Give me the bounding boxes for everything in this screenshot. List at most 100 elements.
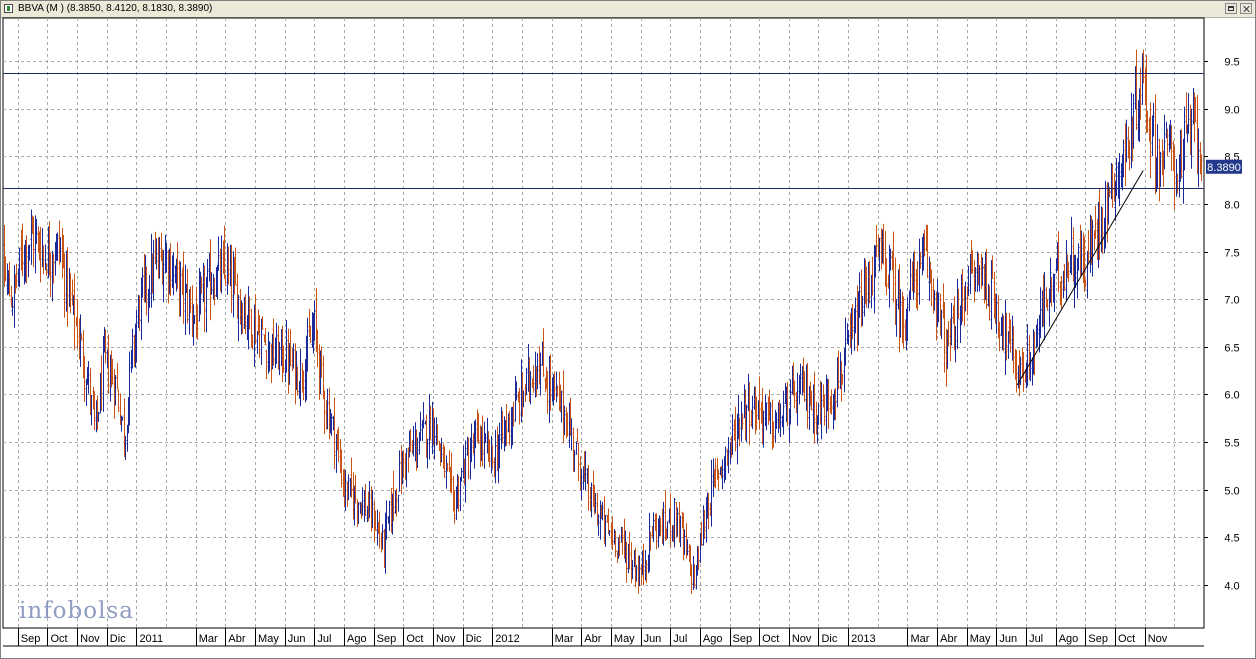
x-tick-label: Ago: [1059, 633, 1079, 645]
ohlc-bar: [1190, 108, 1193, 169]
ohlc-bar: [765, 402, 768, 431]
ohlc-bar: [21, 223, 24, 277]
ohlc-bar: [906, 297, 909, 342]
ohlc-bar: [1128, 140, 1131, 171]
ohlc-bar: [385, 500, 388, 540]
ohlc-bar: [964, 281, 967, 312]
ohlc-bar: [608, 530, 611, 537]
ohlc-bar: [56, 232, 59, 262]
ohlc-bar: [1173, 145, 1176, 210]
ohlc-bar: [309, 325, 312, 343]
ohlc-bar: [916, 260, 919, 311]
ohlc-bar: [265, 349, 268, 380]
ohlc-bar: [686, 539, 689, 556]
ohlc-bar: [991, 255, 994, 279]
ohlc-bar: [241, 302, 244, 334]
ohlc-bar: [707, 493, 710, 530]
ohlc-bar: [1057, 231, 1060, 293]
ohlc-bar: [172, 252, 175, 296]
x-tick-label: Dic: [110, 633, 126, 645]
x-tick-label: Mar: [199, 633, 218, 645]
ohlc-bar: [570, 418, 573, 451]
ohlc-bar: [515, 381, 518, 401]
ohlc-bar: [933, 290, 936, 311]
ohlc-bar: [131, 328, 134, 369]
ohlc-bar: [1036, 318, 1039, 347]
ohlc-bar: [450, 452, 453, 494]
x-tick-label: Sep: [733, 633, 753, 645]
ohlc-bar: [799, 363, 802, 395]
ohlc-bar: [871, 256, 874, 296]
ohlc-bar: [679, 515, 682, 548]
x-tick-label: Jul: [1029, 633, 1043, 645]
x-tick-label: May: [614, 633, 635, 645]
ohlc-bar: [429, 405, 432, 441]
x-tick-label: May: [258, 633, 279, 645]
ohlc-bar: [885, 258, 888, 296]
ohlc-bar: [529, 371, 532, 405]
ohlc-bar: [176, 242, 179, 289]
ohlc-bar: [460, 468, 463, 482]
ohlc-bar: [1012, 325, 1015, 374]
ohlc-bar: [772, 421, 775, 448]
restore-icon[interactable]: [1225, 3, 1237, 14]
ohlc-bar: [841, 373, 844, 385]
title-bar[interactable]: BBVA (M ) (8.3850, 8.4120, 8.1830, 8.389…: [1, 1, 1255, 18]
chart-window-icon: [4, 4, 13, 13]
ohlc-bar: [621, 527, 624, 555]
ohlc-bar: [697, 546, 700, 571]
ohlc-bar: [35, 218, 38, 244]
ohlc-bar: [553, 371, 556, 401]
ohlc-bar: [73, 273, 76, 351]
ohlc-bar: [200, 276, 203, 294]
ohlc-bar: [1039, 287, 1042, 339]
ohlc-bar: [254, 294, 257, 345]
ohlc-bar: [182, 251, 185, 324]
ohlc-bar: [323, 390, 326, 434]
x-tick-label: Jul: [673, 633, 687, 645]
ohlc-bar: [727, 437, 730, 474]
ohlc-bar: [1180, 129, 1183, 179]
ohlc-bar: [217, 236, 220, 271]
y-tick-label: 6.5: [1224, 343, 1239, 355]
ohlc-bar: [392, 470, 395, 522]
ohlc-bar: [1197, 128, 1200, 188]
ohlc-bar: [748, 382, 751, 446]
ohlc-bar: [409, 429, 412, 453]
ohlc-bar: [1107, 182, 1110, 225]
ohlc-bar: [1139, 67, 1142, 120]
ohlc-bar: [234, 247, 237, 286]
ohlc-bar: [306, 317, 309, 372]
ohlc-bar: [419, 411, 422, 441]
close-icon[interactable]: [1240, 3, 1252, 14]
ohlc-bar: [203, 265, 206, 333]
ohlc-bar: [758, 376, 761, 430]
ohlc-bar: [292, 343, 295, 369]
reference-lines: [3, 73, 1204, 386]
ohlc-bar: [457, 475, 460, 512]
ohlc-bar: [844, 317, 847, 366]
ohlc-bar: [224, 274, 227, 286]
ohlc-bar: [549, 354, 552, 411]
ohlc-bar: [775, 412, 778, 429]
x-tick-label: Abr: [940, 633, 957, 645]
ohlc-bar: [640, 564, 643, 585]
ohlc-bar: [18, 247, 21, 288]
x-tick-label: Nov: [792, 633, 812, 645]
ohlc-bar: [278, 341, 281, 376]
ohlc-bar: [943, 302, 946, 373]
ohlc-bar: [1074, 254, 1077, 289]
ohlc-bar: [1156, 124, 1159, 189]
ohlc-bar: [354, 474, 357, 504]
y-tick-label: 4.5: [1224, 533, 1239, 545]
ohlc-bar: [1026, 324, 1029, 387]
ohlc-bar: [361, 487, 364, 516]
ohlc-bar: [63, 253, 66, 318]
ohlc-bar: [560, 390, 563, 423]
ohlc-bar: [1159, 151, 1162, 188]
ohlc-bar: [919, 251, 922, 269]
ohlc-bar: [1194, 97, 1197, 123]
ohlc-bar: [909, 258, 912, 300]
price-chart[interactable]: 4.04.55.05.56.06.57.07.58.08.59.09.5 Sep…: [1, 17, 1255, 658]
ohlc-bar: [128, 351, 131, 426]
